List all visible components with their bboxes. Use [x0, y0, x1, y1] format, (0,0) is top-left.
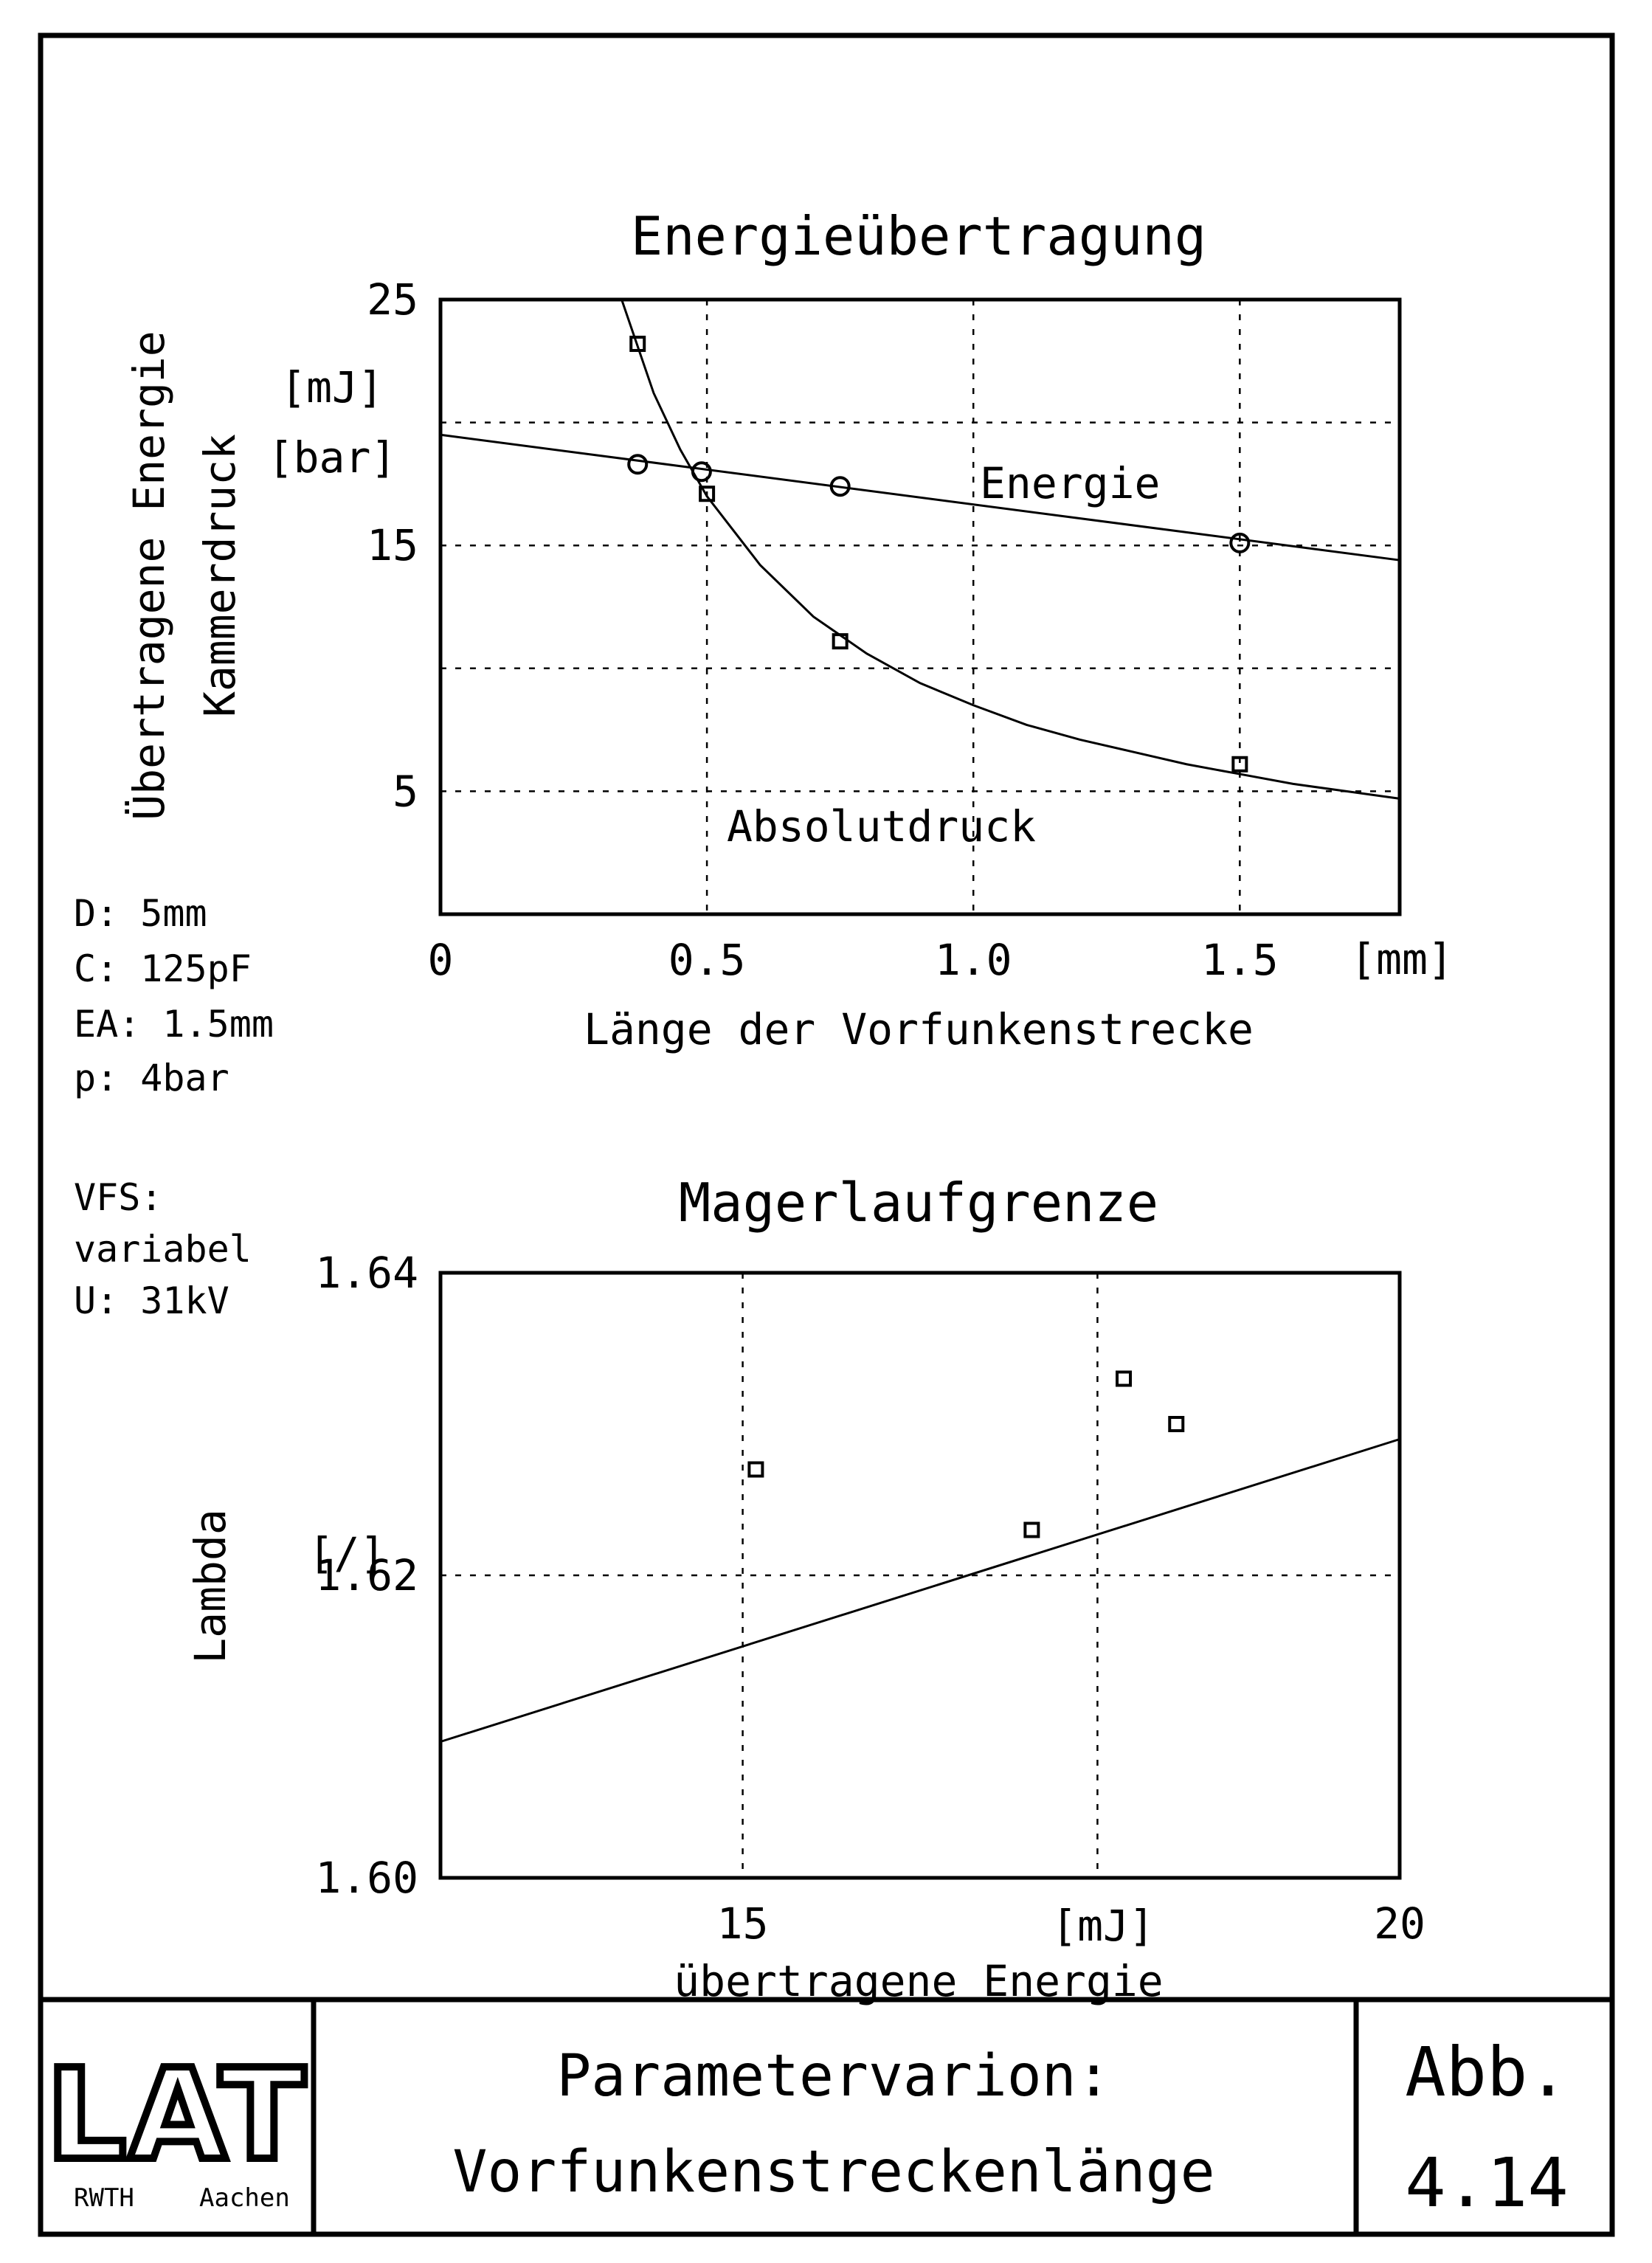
annotation-energie: Energie	[980, 458, 1160, 508]
data-point-circle	[829, 476, 851, 497]
grid-lines	[440, 1271, 1400, 1878]
logo-subtitle-aachen: Aachen	[199, 2183, 290, 2213]
plot-frame	[438, 297, 1402, 916]
lat-logo: LAT RWTH Aachen	[43, 2039, 309, 2213]
figure-label: Abb.	[1405, 2033, 1569, 2112]
chart-magerlaufgrenze: Magerlaufgrenze 1.601.621.64 15 20 [mJ] ü…	[185, 1172, 1425, 2006]
data-point-square	[832, 633, 849, 650]
x-tick-label: 1.0	[935, 935, 1012, 985]
y-axis-label-energy: Übertragene Energie	[124, 331, 174, 820]
y-tick-label: 1.62	[315, 1550, 418, 1600]
y-tick-label: 1.60	[315, 1853, 418, 1903]
fit-curve-series0	[440, 1438, 1400, 1743]
parameter-line: variabel	[74, 1228, 252, 1271]
caption-line-1: Parametervarion:	[556, 2043, 1110, 2110]
x-axis-label: Länge der Vorfunkenstrecke	[584, 1004, 1254, 1054]
chart-energieuebertragung: Energieübertragung 5 15 25 0 0.5 1.0 1.5 [mm]…	[124, 205, 1454, 1054]
title-block: LAT RWTH Aachen Parametervarion: Vorfunk…	[43, 2033, 1569, 2222]
data-point-square	[699, 486, 716, 502]
y-axis-unit-energy: [mJ]	[280, 362, 384, 412]
data-point-square	[629, 335, 646, 352]
chart-title: Energieübertragung	[631, 205, 1206, 267]
x-tick-label: 1.5	[1201, 935, 1279, 985]
x-axis-unit: [mJ]	[1051, 1901, 1155, 1951]
data-point-square	[1116, 1370, 1133, 1387]
x-tick-labels: 15 20	[717, 1898, 1425, 1949]
data-point-circle	[627, 454, 649, 475]
x-tick-label: 0.5	[668, 935, 746, 985]
logo-text: LAT	[46, 2042, 308, 2188]
data-point-square	[1023, 1521, 1040, 1538]
x-tick-label: 15	[717, 1898, 769, 1949]
parameter-line: U: 31kV	[74, 1279, 229, 1322]
x-tick-labels: 0 0.5 1.0 1.5	[428, 935, 1279, 985]
y-tick-label: 25	[367, 274, 418, 325]
y-axis-unit: [/]	[308, 1528, 386, 1578]
y-tick-labels: 1.60 1.62 1.64	[315, 1248, 418, 1903]
figure-number: 4.14	[1405, 2143, 1569, 2222]
parameter-line: VFS:	[74, 1176, 162, 1219]
data-point-square	[747, 1461, 764, 1478]
x-tick-label: 20	[1374, 1898, 1425, 1949]
grid-lines	[440, 300, 1400, 914]
x-axis-unit: [mm]	[1350, 934, 1454, 984]
annotation-absolutdruck: Absolutdruck	[727, 801, 1036, 851]
chart-title: Magerlaufgrenze	[679, 1172, 1158, 1234]
x-axis-label: übertragene Energie	[674, 1956, 1163, 2006]
y-tick-label: 1.64	[315, 1248, 418, 1298]
outer-frame	[38, 32, 1615, 2237]
logo-subtitle-rwth: RWTH	[74, 2183, 134, 2213]
data-point-square	[1231, 756, 1248, 773]
y-tick-label: 15	[367, 520, 418, 570]
y-axis-label: Lambda	[185, 1509, 235, 1664]
caption-line-2: Vorfunkenstreckenlänge	[452, 2139, 1214, 2205]
fit-curve-absolutdruck	[621, 299, 1400, 800]
data-point-square	[1168, 1416, 1185, 1432]
parameter-list: D: 5mm C: 125pF EA: 1.5mm p: 4bar VFS: variab…	[74, 892, 274, 1322]
data-marks	[440, 299, 1400, 800]
y-tick-label: 5	[393, 766, 418, 816]
parameter-line: D: 5mm	[74, 892, 207, 935]
y-tick-labels: 5 15 25	[367, 274, 418, 816]
fit-curve-energie	[440, 433, 1400, 562]
parameter-line: C: 125pF	[74, 947, 252, 990]
data-point-circle	[1229, 532, 1251, 553]
y-axis-label-pressure: Kammerdruck	[195, 434, 245, 717]
data-marks	[440, 1370, 1400, 1743]
x-tick-label: 0	[428, 935, 454, 985]
parameter-line: EA: 1.5mm	[74, 1003, 274, 1046]
parameter-line: p: 4bar	[74, 1057, 229, 1099]
y-axis-unit-pressure: [bar]	[268, 432, 397, 483]
